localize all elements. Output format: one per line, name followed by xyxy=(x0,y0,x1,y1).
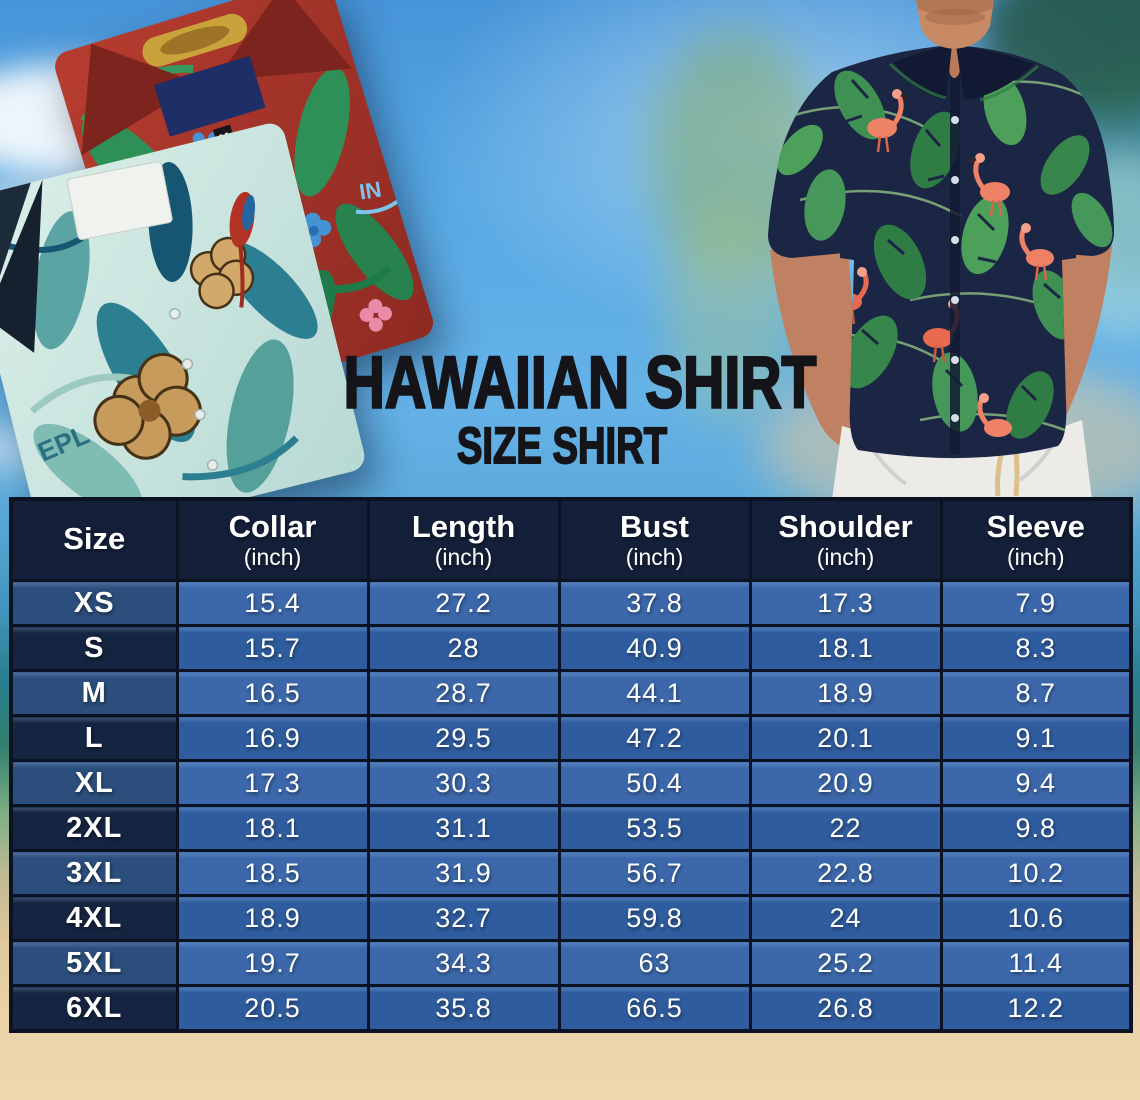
data-cell: 32.7 xyxy=(366,894,561,942)
page-title: HAWAIIAN SHIRT xyxy=(343,341,818,424)
size-cell: 2XL xyxy=(9,804,179,852)
size-table: Size Collar (inch) Length (inch) Bust (inch… xyxy=(9,497,1133,1033)
size-table-header: Size Collar (inch) Length (inch) Bust (inch… xyxy=(9,497,1133,582)
data-cell: 53.5 xyxy=(557,804,752,852)
table-row: XL 17.3 30.3 50.4 20.9 9.4 xyxy=(9,759,1133,807)
data-cell: 22 xyxy=(748,804,943,852)
data-cell: 8.7 xyxy=(939,669,1133,717)
data-cell: 18.9 xyxy=(175,894,370,942)
data-cell: 22.8 xyxy=(748,849,943,897)
data-cell: 30.3 xyxy=(366,759,561,807)
data-cell: 10.2 xyxy=(939,849,1133,897)
data-cell: 47.2 xyxy=(557,714,752,762)
data-cell: 25.2 xyxy=(748,939,943,987)
size-cell: 4XL xyxy=(9,894,179,942)
table-row: 6XL 20.5 35.8 66.5 26.8 12.2 xyxy=(9,984,1133,1033)
data-cell: 20.9 xyxy=(748,759,943,807)
data-cell: 16.5 xyxy=(175,669,370,717)
data-cell: 11.4 xyxy=(939,939,1133,987)
button-placket xyxy=(950,58,960,454)
data-cell: 15.4 xyxy=(175,579,370,627)
data-cell: 17.3 xyxy=(748,579,943,627)
data-cell: 18.5 xyxy=(175,849,370,897)
table-row: 5XL 19.7 34.3 63 25.2 11.4 xyxy=(9,939,1133,987)
data-cell: 16.9 xyxy=(175,714,370,762)
table-row: 3XL 18.5 31.9 56.7 22.8 10.2 xyxy=(9,849,1133,897)
data-cell: 28 xyxy=(366,624,561,672)
data-cell: 24 xyxy=(748,894,943,942)
table-row: M 16.5 28.7 44.1 18.9 8.7 xyxy=(9,669,1133,717)
man-wearing-flamingo-shirt xyxy=(768,0,1114,500)
collar xyxy=(956,45,1034,100)
data-cell: 40.9 xyxy=(557,624,752,672)
data-cell: 37.8 xyxy=(557,579,752,627)
data-cell: 7.9 xyxy=(939,579,1133,627)
data-cell: 9.4 xyxy=(939,759,1133,807)
page-subtitle: SIZE SHIRT xyxy=(456,417,668,475)
size-cell: 6XL xyxy=(9,984,179,1033)
data-cell: 35.8 xyxy=(366,984,561,1033)
data-cell: 9.1 xyxy=(939,714,1133,762)
data-cell: 63 xyxy=(557,939,752,987)
shirt-buttons xyxy=(951,116,959,422)
size-cell: 5XL xyxy=(9,939,179,987)
folded-shirts-photo: M IN xyxy=(0,0,434,508)
table-row: XS 15.4 27.2 37.8 17.3 7.9 xyxy=(9,579,1133,627)
data-cell: 28.7 xyxy=(366,669,561,717)
size-table-body: XS 15.4 27.2 37.8 17.3 7.9 S 15.7 28 40.9 18.1 8.3 M… xyxy=(9,579,1133,1033)
header-sleeve: Sleeve (inch) xyxy=(939,497,1133,582)
data-cell: 26.8 xyxy=(748,984,943,1033)
header-collar: Collar (inch) xyxy=(175,497,370,582)
data-cell: 8.3 xyxy=(939,624,1133,672)
data-cell: 34.3 xyxy=(366,939,561,987)
header-bust: Bust (inch) xyxy=(557,497,752,582)
data-cell: 50.4 xyxy=(557,759,752,807)
header-shoulder: Shoulder (inch) xyxy=(748,497,943,582)
data-cell: 17.3 xyxy=(175,759,370,807)
data-cell: 20.5 xyxy=(175,984,370,1033)
data-cell: 56.7 xyxy=(557,849,752,897)
size-cell: M xyxy=(9,669,179,717)
collar xyxy=(894,45,952,100)
data-cell: 20.1 xyxy=(748,714,943,762)
size-cell: 3XL xyxy=(9,849,179,897)
header-size: Size xyxy=(9,497,179,582)
size-cell: S xyxy=(9,624,179,672)
data-cell: 10.6 xyxy=(939,894,1133,942)
data-cell: 18.9 xyxy=(748,669,943,717)
data-cell: 29.5 xyxy=(366,714,561,762)
flamingo-pattern xyxy=(834,89,1054,437)
size-cell: XS xyxy=(9,579,179,627)
man-chin xyxy=(916,0,994,16)
data-cell: 12.2 xyxy=(939,984,1133,1033)
title-block: HAWAIIAN SHIRT SIZE SHIRT xyxy=(302,341,822,475)
teal-hawaiian-shirt: EPL xyxy=(0,123,365,508)
data-cell: 27.2 xyxy=(366,579,561,627)
data-cell: 31.9 xyxy=(366,849,561,897)
table-row: S 15.7 28 40.9 18.1 8.3 xyxy=(9,624,1133,672)
table-row: 2XL 18.1 31.1 53.5 22 9.8 xyxy=(9,804,1133,852)
header-length: Length (inch) xyxy=(366,497,561,582)
data-cell: 19.7 xyxy=(175,939,370,987)
data-cell: 15.7 xyxy=(175,624,370,672)
data-cell: 9.8 xyxy=(939,804,1133,852)
data-cell: 59.8 xyxy=(557,894,752,942)
table-row: L 16.9 29.5 47.2 20.1 9.1 xyxy=(9,714,1133,762)
data-cell: 31.1 xyxy=(366,804,561,852)
data-cell: 18.1 xyxy=(175,804,370,852)
size-cell: L xyxy=(9,714,179,762)
data-cell: 18.1 xyxy=(748,624,943,672)
data-cell: 66.5 xyxy=(557,984,752,1033)
size-cell: XL xyxy=(9,759,179,807)
red-shirt-logo-text: IN xyxy=(358,176,384,204)
table-row: 4XL 18.9 32.7 59.8 24 10.6 xyxy=(9,894,1133,942)
data-cell: 44.1 xyxy=(557,669,752,717)
